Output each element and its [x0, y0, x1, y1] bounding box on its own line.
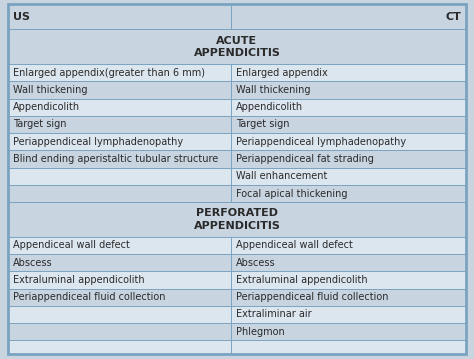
Bar — [8, 29, 466, 64]
Bar — [8, 254, 466, 271]
Bar — [8, 271, 466, 289]
Text: Extraluminal appendicolith: Extraluminal appendicolith — [13, 275, 145, 285]
Bar — [8, 64, 466, 81]
Text: Phlegmon: Phlegmon — [236, 327, 285, 337]
Text: PERFORATED
APPENDICITIS: PERFORATED APPENDICITIS — [193, 208, 281, 230]
Bar — [8, 168, 466, 185]
Text: Wall thickening: Wall thickening — [236, 85, 310, 95]
Bar — [8, 237, 466, 254]
Text: Abscess: Abscess — [13, 258, 53, 268]
Text: ACUTE
APPENDICITIS: ACUTE APPENDICITIS — [193, 36, 281, 58]
Text: Extraliminar air: Extraliminar air — [236, 309, 312, 320]
Text: CT: CT — [445, 12, 461, 22]
Bar — [8, 98, 466, 116]
Bar — [8, 202, 466, 237]
Text: Appendiceal wall defect: Appendiceal wall defect — [13, 241, 130, 250]
Bar — [8, 133, 466, 150]
Text: Wall thickening: Wall thickening — [13, 85, 88, 95]
Text: Appendicolith: Appendicolith — [236, 102, 303, 112]
Bar — [8, 340, 466, 354]
Bar — [8, 81, 466, 98]
Bar — [8, 150, 466, 168]
Text: Target sign: Target sign — [13, 120, 66, 130]
Text: Target sign: Target sign — [236, 120, 290, 130]
Bar — [8, 306, 466, 323]
Text: Appendiceal wall defect: Appendiceal wall defect — [236, 241, 353, 250]
Text: Blind ending aperistaltic tubular structure: Blind ending aperistaltic tubular struct… — [13, 154, 218, 164]
Text: Periappendiceal fluid collection: Periappendiceal fluid collection — [236, 292, 389, 302]
Bar — [8, 4, 466, 29]
Text: Periappendiceal fluid collection: Periappendiceal fluid collection — [13, 292, 165, 302]
Text: Enlarged appendix: Enlarged appendix — [236, 67, 328, 78]
Bar — [8, 116, 466, 133]
Text: Periappendiceal fat strading: Periappendiceal fat strading — [236, 154, 374, 164]
Text: Extraluminal appendicolith: Extraluminal appendicolith — [236, 275, 368, 285]
Text: Periappendiceal lymphadenopathy: Periappendiceal lymphadenopathy — [13, 137, 183, 147]
Text: Appendicolith: Appendicolith — [13, 102, 80, 112]
Text: US: US — [13, 12, 30, 22]
Bar — [8, 323, 466, 340]
Text: Enlarged appendix(greater than 6 mm): Enlarged appendix(greater than 6 mm) — [13, 67, 205, 78]
Text: Focal apical thickening: Focal apical thickening — [236, 188, 347, 199]
Text: Wall enhancement: Wall enhancement — [236, 171, 328, 181]
Bar — [8, 289, 466, 306]
Text: Abscess: Abscess — [236, 258, 276, 268]
Text: Periappendiceal lymphadenopathy: Periappendiceal lymphadenopathy — [236, 137, 406, 147]
Bar — [8, 185, 466, 202]
